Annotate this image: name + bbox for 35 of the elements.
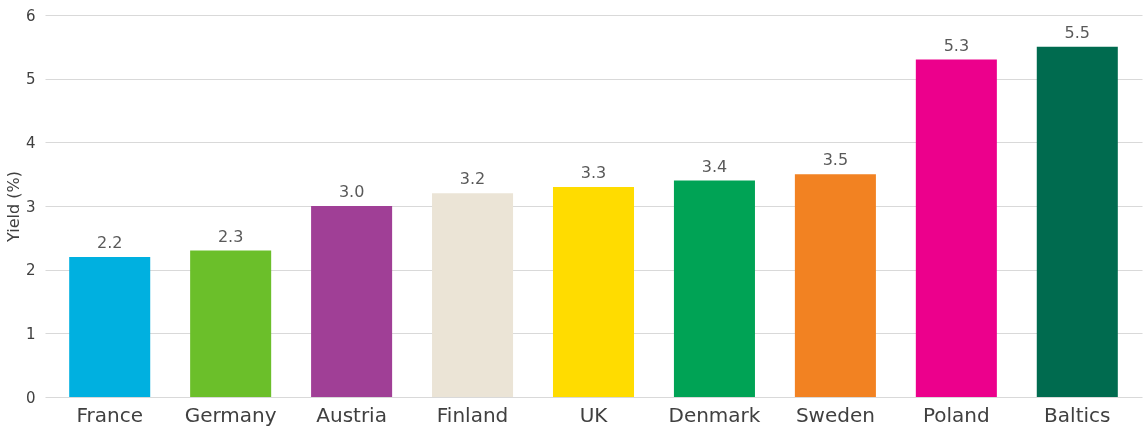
bar [673,180,755,397]
y-tick-label: 3 [25,197,36,216]
bar [1036,46,1118,397]
x-tick-label: Germany [184,402,277,427]
bar [915,59,997,397]
bar [311,206,393,397]
y-tick-label: 0 [25,388,36,407]
bar [794,174,876,397]
x-tick-label: Poland [922,402,990,427]
y-tick-label: 4 [25,133,36,152]
x-tick-label: Finland [436,402,509,427]
data-label: 2.2 [96,232,123,252]
x-tick-label: Sweden [795,402,875,427]
y-axis-title: Yield (%) [3,171,23,243]
data-label: 2.3 [217,226,244,246]
data-label: 3.2 [459,169,486,189]
y-tick-label: 5 [25,70,36,89]
y-tick-label: 1 [25,324,36,343]
y-tick-label: 6 [25,6,36,25]
x-tick-label: Denmark [668,402,761,427]
data-label: 3.5 [822,150,849,170]
bar [432,193,514,397]
y-tick-label: 2 [25,261,36,280]
x-tick-label: Austria [316,402,387,427]
bar [552,186,635,397]
data-label: 3.0 [338,182,365,201]
x-tick-label: France [76,402,143,427]
data-label: 3.4 [701,156,728,176]
x-tick-label: UK [579,402,609,427]
bar [69,256,151,397]
data-label: 5.5 [1064,22,1091,42]
x-tick-label: Baltics [1044,402,1111,427]
bar [190,250,272,397]
data-label: 5.3 [943,35,970,55]
data-label: 3.3 [580,162,607,182]
